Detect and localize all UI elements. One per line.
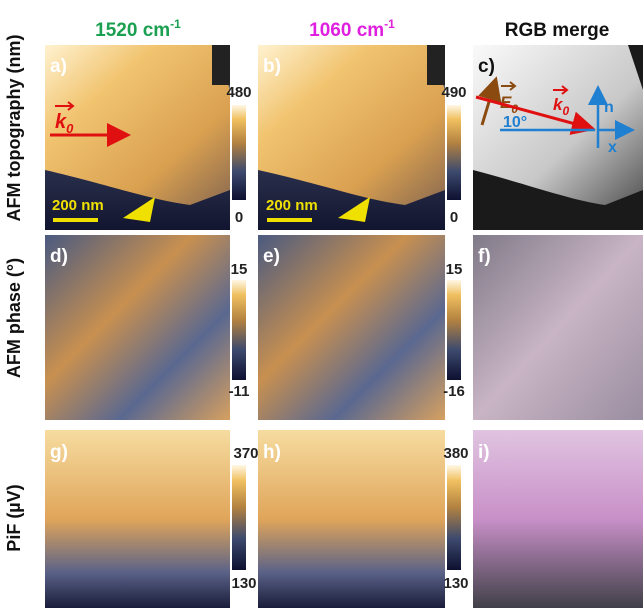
colorbar-max: 15 xyxy=(231,261,248,278)
panel-label: d) xyxy=(50,246,68,267)
colorbar-min: -16 xyxy=(443,383,465,400)
row-label: AFM phase (°) xyxy=(4,258,24,378)
colorbar-min: 130 xyxy=(231,575,256,592)
panel-label: f) xyxy=(478,246,491,267)
axis-label: x xyxy=(608,139,617,156)
colorbar-max: 380 xyxy=(443,445,468,462)
colorbar-max: 15 xyxy=(446,261,463,278)
column-header: RGB merge xyxy=(505,20,610,41)
image-panel xyxy=(473,45,643,230)
figure: 1520 cm-1 1060 cm-1 RGB merge AFM topogr… xyxy=(0,0,643,608)
angle-label: 10° xyxy=(503,114,527,131)
panel-label: i) xyxy=(478,442,490,463)
panel-label: a) xyxy=(50,56,67,77)
panel-label: e) xyxy=(263,246,280,267)
image-panel xyxy=(258,430,445,608)
image-panel xyxy=(258,235,445,420)
colorbar-min: 0 xyxy=(450,209,458,226)
colorbar-min: -11 xyxy=(229,383,250,400)
panel-label: c) xyxy=(478,56,495,77)
axis-label: n xyxy=(604,99,614,116)
panel-label: g) xyxy=(50,442,68,463)
colorbar-min: 0 xyxy=(235,209,243,226)
image-panel xyxy=(45,235,230,420)
colorbar-max: 480 xyxy=(226,84,251,101)
colorbar-min: 130 xyxy=(443,575,468,592)
scale-bar-label: 200 nm xyxy=(52,197,104,214)
image-panel xyxy=(473,235,643,420)
panel-label: b) xyxy=(263,56,281,77)
scale-bar-label: 200 nm xyxy=(266,197,318,214)
column-header: 1060 cm-1 xyxy=(309,17,395,41)
colorbar-max: 370 xyxy=(233,445,258,462)
row-label: PiF (µV) xyxy=(4,484,24,551)
image-panel xyxy=(45,430,230,608)
panel-label: h) xyxy=(263,442,281,463)
row-label: AFM topography (nm) xyxy=(4,35,24,222)
colorbar-max: 490 xyxy=(441,84,466,101)
column-header: 1520 cm-1 xyxy=(95,17,181,41)
image-panel xyxy=(473,430,643,608)
